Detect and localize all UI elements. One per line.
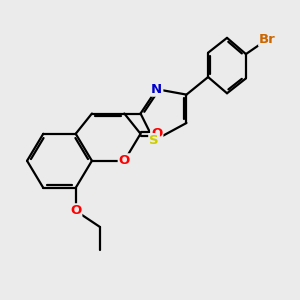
Text: O: O bbox=[151, 127, 162, 140]
Text: S: S bbox=[149, 134, 159, 147]
Text: N: N bbox=[151, 83, 162, 96]
Text: O: O bbox=[70, 204, 81, 217]
Text: O: O bbox=[119, 154, 130, 167]
Text: Br: Br bbox=[259, 33, 276, 46]
